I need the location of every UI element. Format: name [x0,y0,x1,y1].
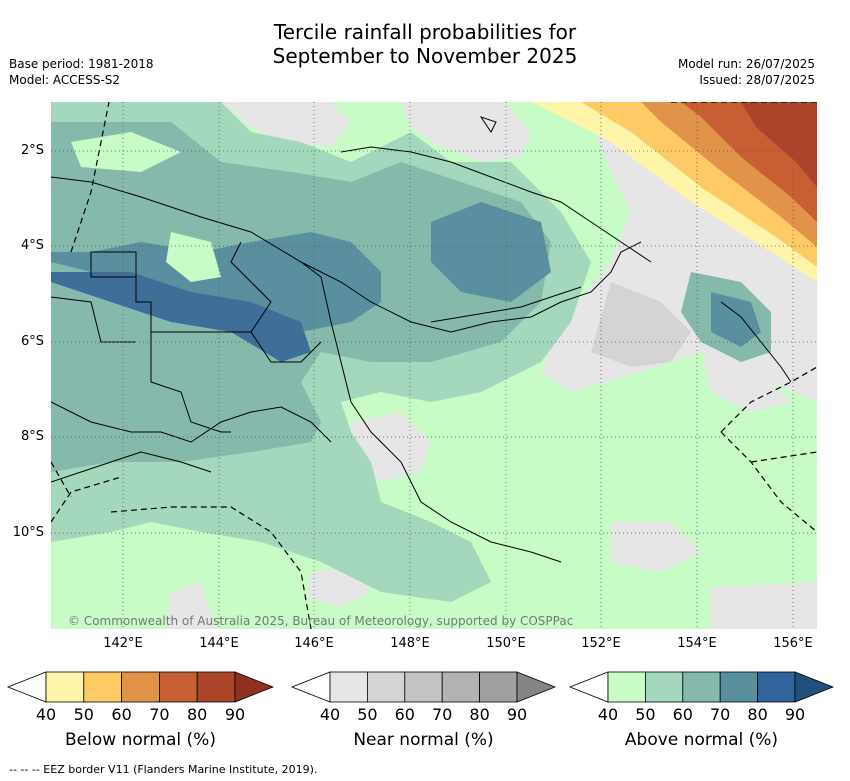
colorbar-segment [757,671,796,703]
colorbar-tick-label: 90 [224,705,246,724]
colorbar-tick-label: 50 [357,705,378,724]
colorbar-high-extension [234,671,275,703]
colorbar-tick-label: 80 [469,705,490,724]
eez-footnote: -- -- -- EEZ border V11 (Flanders Marine… [9,763,318,776]
colorbar-tick-label: 40 [35,705,57,724]
lat-label: 4°S [20,238,44,253]
colorbar-segment [121,671,160,703]
colorbar-segment [196,671,236,703]
copyright-notice: © Commonwealth of Australia 2025, Bureau… [68,614,574,628]
colorbar-low-extension [290,671,331,703]
colorbar-segment [607,671,646,703]
lat-label: 10°S [12,525,44,540]
colorbar-tick-label: 80 [747,705,768,724]
base-period: Base period: 1981-2018 [9,57,154,71]
lon-label: 154°E [677,636,717,651]
colorbar-tick-label: 40 [597,705,619,724]
colorbar-tick-label: 70 [149,705,170,724]
colorbar-segment [83,671,123,703]
colorbar-segment [404,671,443,703]
colorbar-near-normal [290,671,557,703]
colorbar-segment [329,671,368,703]
colorbar-low-extension [6,671,47,703]
colorbar-high-extension [794,671,835,703]
colorbar-tick-label: 60 [672,705,693,724]
lat-label: 6°S [20,334,44,349]
colorbar-tick-label: 50 [635,705,656,724]
colorbar-tick-label: 80 [187,705,208,724]
colorbar-tick-label: 90 [784,705,806,724]
colorbar-segment [479,671,518,703]
issued-date: Issued: 28/07/2025 [699,73,815,87]
colorbar-low-extension [568,671,609,703]
colorbar-label-above: Above normal (%) [624,730,779,750]
coastlines [51,116,792,563]
colorbar-segment [645,671,684,703]
colorbar-label-below: Below normal (%) [65,730,216,750]
colorbar-above-normal [568,671,835,703]
lon-label: 142°E [103,636,143,651]
colorbar-tick-label: 90 [506,705,528,724]
colorbar-tick-label: 70 [432,705,453,724]
colorbars [6,671,835,703]
rainfall-map [51,102,817,629]
lon-label: 144°E [199,636,239,651]
meta-left: Base period: 1981-2018 Model: ACCESS-S2 [9,56,154,88]
lon-label: 156°E [773,636,813,651]
colorbar-tick-label: 40 [319,705,341,724]
colorbar-tick-label: 70 [710,705,731,724]
meta-right: Model run: 26/07/2025 Issued: 28/07/2025 [678,56,815,88]
title-line-1: Tercile rainfall probabilities for [273,20,577,44]
colorbar-segment [682,671,721,703]
model-run: Model run: 26/07/2025 [677,57,815,71]
lon-label: 146°E [294,636,334,651]
above-normal-areas [51,102,771,602]
lat-label: 2°S [20,143,44,158]
title-line-2: September to November 2025 [272,44,578,68]
below-normal-areas [531,102,817,282]
map-title: Tercile rainfall probabilities for Septe… [0,20,850,68]
colorbar-segment [366,671,406,703]
eez-borders [51,102,817,629]
colorbar-tick-label: 50 [73,705,94,724]
colorbar-segment [45,671,85,703]
lon-label: 152°E [581,636,621,651]
colorbar-segment [441,671,481,703]
model-name: Model: ACCESS-S2 [9,73,121,87]
province-borders [51,241,322,433]
colorbar-label-near: Near normal (%) [353,730,494,750]
colorbar-segment [158,671,198,703]
lat-label: 8°S [20,429,44,444]
lon-label: 148°E [390,636,430,651]
colorbar-segment [719,671,759,703]
colorbar-high-extension [516,671,557,703]
colorbar-tick-label: 60 [111,705,132,724]
lon-label: 150°E [486,636,526,651]
colorbar-below-normal [6,671,275,703]
colorbar-tick-label: 60 [394,705,415,724]
